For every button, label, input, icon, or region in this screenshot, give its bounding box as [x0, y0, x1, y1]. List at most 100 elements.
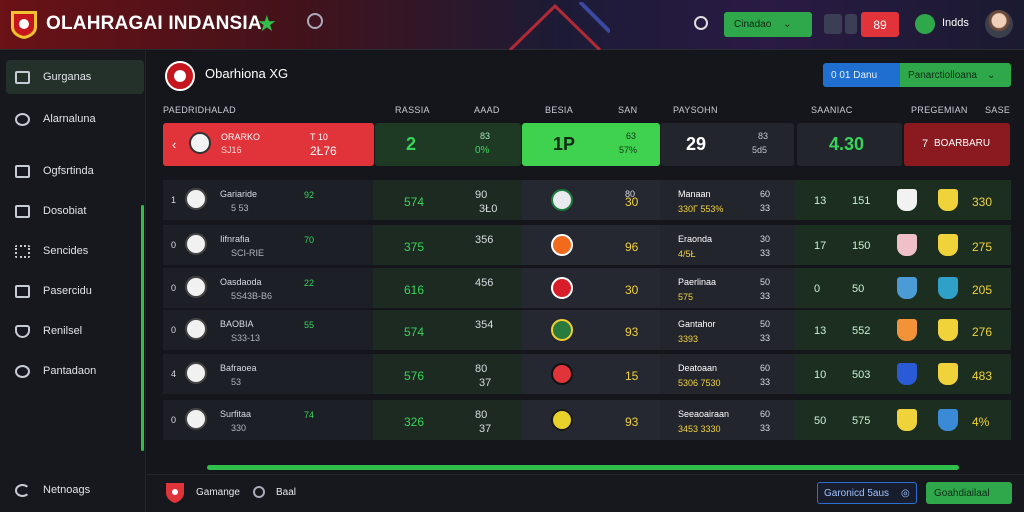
row-value: 575 [852, 415, 871, 427]
team-name: Eraonda [678, 234, 713, 244]
user-name[interactable]: Indds [942, 17, 969, 29]
scorecard-5[interactable]: 4.30 [797, 123, 902, 166]
info-icon[interactable] [253, 486, 265, 498]
footer-label[interactable]: Gamange [196, 487, 240, 498]
calendar-icon[interactable] [824, 14, 842, 34]
sidebar-item-2[interactable]: Alarnaluna [6, 102, 144, 136]
column-header[interactable]: SAN [618, 105, 638, 115]
row-value: 93 [625, 415, 639, 429]
player-name: Gariaride [220, 189, 258, 199]
row-value: 356 [475, 234, 494, 246]
sidebar-item-8[interactable]: Pantadaon [6, 354, 144, 388]
row-value: 37 [479, 377, 492, 389]
away-crest-icon [938, 234, 958, 256]
row-section-mid [373, 180, 521, 220]
table-row[interactable]: 0 Oasdaoda 5S43B-B6 22 616 456 30 Paerlinaa 575 5… [163, 268, 1011, 308]
team-badge-icon [551, 277, 573, 299]
star-icon[interactable]: ★ [257, 11, 277, 36]
footer-secondary-label: Garonicd 5aus [824, 487, 890, 499]
scorecard-away[interactable]: 7 BOARBARU [904, 123, 1010, 166]
player-avatar [185, 362, 207, 384]
column-header[interactable]: PAEDRIDHALAD [163, 105, 236, 115]
sidebar-item-9[interactable]: Netnoags [6, 473, 144, 507]
sidebar-item-5[interactable]: Sencides [6, 234, 144, 268]
row-value: 33 [760, 333, 771, 343]
table-row[interactable]: 0 BAOBIA S33-13 55 574 354 93 Gantahor 3393 50 33 1… [163, 310, 1011, 350]
column-header[interactable]: RASSIA [395, 105, 430, 115]
date-filter-button[interactable]: 0 01 Danu [823, 63, 901, 87]
row-value: 92 [304, 190, 315, 200]
avatar[interactable] [985, 10, 1013, 38]
row-value: 616 [404, 283, 425, 297]
team-name: Seeaoairaan [678, 409, 730, 419]
sidebar-item-4[interactable]: Dosobiat [6, 194, 144, 228]
horizontal-scrollbar[interactable] [207, 465, 959, 470]
row-value: 60 [760, 189, 771, 199]
scorecard-value: 0% [475, 145, 490, 156]
footer-label[interactable]: Baal [276, 487, 297, 498]
app-title: OLAHRAGAI INDANSIA [46, 13, 262, 34]
scorecard-home[interactable]: ‹ ORARKO SJ16 T 10 2Ł76 [163, 123, 374, 166]
column-header[interactable]: PAYSOHN [673, 105, 718, 115]
row-value: 3Ł0 [479, 203, 498, 215]
row-section-mid [373, 310, 521, 350]
table-row[interactable]: 1 Gariaride 5 53 92 574 90 3Ł0 80 30 Manaan 330Г 5… [163, 180, 1011, 220]
row-index: 1 [171, 195, 177, 205]
row-value: 60 [760, 409, 771, 419]
column-header[interactable]: SASE [985, 105, 1011, 115]
row-value: 0 [814, 283, 821, 295]
shield-logo-icon [166, 483, 184, 503]
info-icon[interactable] [307, 13, 323, 29]
row-value: 74 [304, 410, 315, 420]
row-value: 30 [760, 234, 771, 244]
column-header[interactable]: AAAD [474, 105, 500, 115]
player-sub: S33-13 [231, 333, 261, 343]
scorecard-3[interactable]: 1P 63 57% [522, 123, 660, 166]
table-row[interactable]: 0 Surfitaa 330 74 326 80 37 93 Seeaoairaan 3453 3… [163, 400, 1011, 440]
footer-secondary-button[interactable]: Garonicd 5aus ◎ [817, 482, 917, 504]
notification-badge[interactable]: 89 [861, 12, 899, 37]
row-value: 33 [760, 248, 771, 258]
footer-primary-button[interactable]: Goahdiailaal [926, 482, 1012, 504]
sidebar-item-3[interactable]: Ogfsrtinda [6, 154, 144, 188]
scorecard-4[interactable]: 29 83 5d5 [661, 123, 794, 166]
primary-action-button[interactable]: Cinadao ⌄ [724, 12, 812, 37]
row-value: 456 [475, 277, 494, 289]
scorecard-2[interactable]: 2 83 0% [375, 123, 521, 166]
home-crest-icon [897, 409, 917, 431]
sidebar-item-6[interactable]: Pasercidu [6, 274, 144, 308]
bell-icon[interactable] [845, 14, 857, 34]
away-crest-icon [938, 319, 958, 341]
team-stats: 3453 3330 [678, 424, 721, 434]
row-value: 574 [404, 325, 425, 339]
row-section-mid [373, 354, 521, 394]
table-row[interactable]: 4 Bafraoea 53 576 80 37 15 Deatoaan 5306 7530 60 3… [163, 354, 1011, 394]
calendar-icon [15, 204, 30, 218]
sidebar-item-1[interactable]: Gurganas [6, 60, 144, 94]
column-header[interactable]: PREGEMIAN [911, 105, 968, 115]
scorecard-text: BOARBARU [934, 138, 991, 149]
row-score: 483 [972, 369, 993, 383]
away-crest-icon [938, 363, 958, 385]
row-value: 13 [814, 325, 827, 337]
row-section-badge [522, 400, 660, 440]
row-value: 576 [404, 369, 425, 383]
column-header[interactable]: BESIA [545, 105, 574, 115]
row-value: 22 [304, 278, 315, 288]
club-logo-icon [165, 61, 195, 91]
sidebar-scrollbar[interactable] [141, 205, 144, 451]
scorecard-big: 4.30 [829, 134, 865, 154]
column-header[interactable]: SAANIAC [811, 105, 853, 115]
settings-icon[interactable] [694, 16, 708, 30]
sidebar-item-label: Ogfsrtinda [43, 165, 94, 177]
options-label: Panarctiolloana [908, 69, 977, 81]
scorecard-value: 57% [619, 145, 638, 155]
sidebar-item-7[interactable]: Renilsel [6, 314, 144, 348]
sidebar-item-label: Dosobiat [43, 205, 87, 217]
options-button[interactable]: Panarctiolloana ⌄ [900, 63, 1011, 87]
player-name: Bafraoea [220, 363, 257, 373]
row-score: 205 [972, 283, 993, 297]
row-value: 15 [625, 369, 639, 383]
row-value: 33 [760, 203, 771, 213]
table-row[interactable]: 0 Iifnrafia SCI-RIE 70 375 356 96 Eraonda 4/5Ł 30… [163, 225, 1011, 265]
